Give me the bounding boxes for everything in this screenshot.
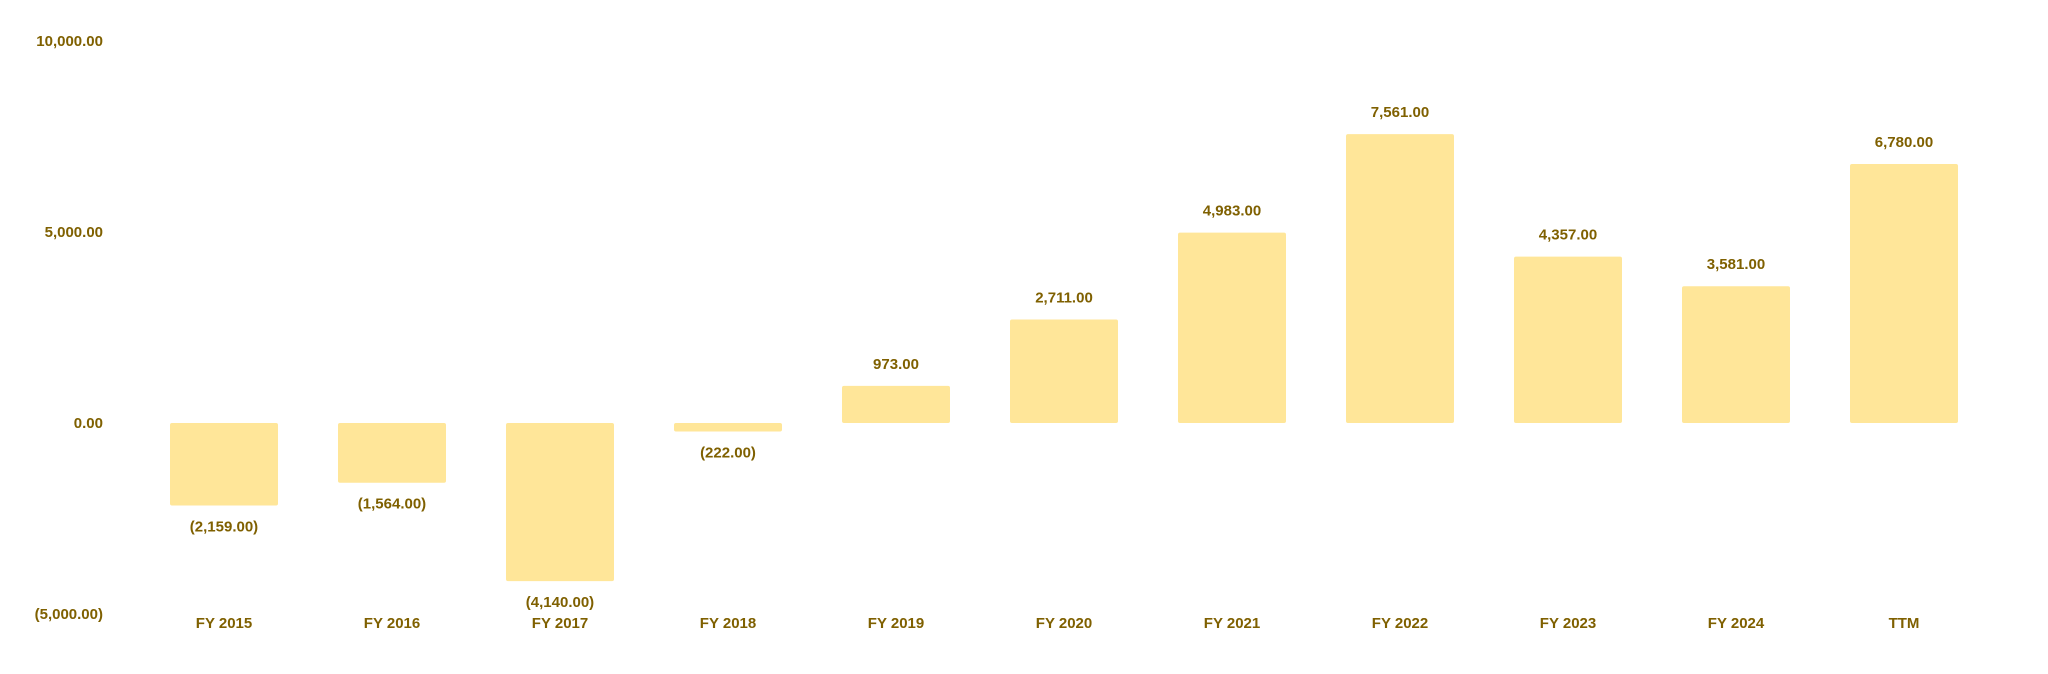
bar [1178, 232, 1286, 423]
x-tick-label: FY 2024 [1708, 615, 1765, 632]
x-tick-label: FY 2017 [532, 615, 588, 632]
data-label: 6,780.00 [1875, 134, 1933, 151]
data-label: (4,140.00) [526, 594, 594, 611]
bar [1514, 256, 1622, 423]
y-axis: 10,000.00 5,000.00 0.00 (5,000.00) [35, 33, 103, 623]
bar [1682, 286, 1790, 423]
bar [338, 423, 446, 483]
x-tick-label: FY 2018 [700, 615, 756, 632]
x-axis: FY 2015 FY 2016 FY 2017 FY 2018 FY 2019 FY 20… [196, 615, 1920, 632]
y-tick-label: 5,000.00 [45, 224, 103, 241]
y-tick-label: 0.00 [74, 415, 103, 432]
y-tick-label: (5,000.00) [35, 606, 103, 623]
x-tick-label: FY 2016 [364, 615, 420, 632]
bar [1010, 319, 1118, 423]
data-label: 2,711.00 [1035, 289, 1093, 306]
data-label: 7,561.00 [1371, 104, 1429, 121]
data-label: (1,564.00) [358, 496, 426, 513]
bar [170, 423, 278, 506]
bar [506, 423, 614, 582]
x-tick-label: FY 2022 [1372, 615, 1428, 632]
x-tick-label: FY 2021 [1204, 615, 1260, 632]
x-tick-label: FY 2019 [868, 615, 924, 632]
bar [674, 423, 782, 432]
bars [170, 134, 1958, 582]
x-tick-label: TTM [1889, 615, 1920, 632]
data-label: 973.00 [873, 356, 919, 373]
x-tick-label: FY 2020 [1036, 615, 1092, 632]
x-tick-label: FY 2023 [1540, 615, 1596, 632]
data-labels: (2,159.00) (1,564.00) (4,140.00) (222.00) 97… [190, 104, 1933, 611]
bar [842, 385, 950, 423]
y-tick-label: 10,000.00 [36, 33, 103, 50]
x-tick-label: FY 2015 [196, 615, 252, 632]
data-label: 4,983.00 [1203, 203, 1261, 220]
bar [1346, 134, 1454, 423]
data-label: (2,159.00) [190, 518, 258, 535]
data-label: (222.00) [700, 444, 756, 461]
data-label: 4,357.00 [1539, 227, 1597, 244]
data-label: 3,581.00 [1707, 256, 1765, 273]
bar [1850, 164, 1958, 423]
